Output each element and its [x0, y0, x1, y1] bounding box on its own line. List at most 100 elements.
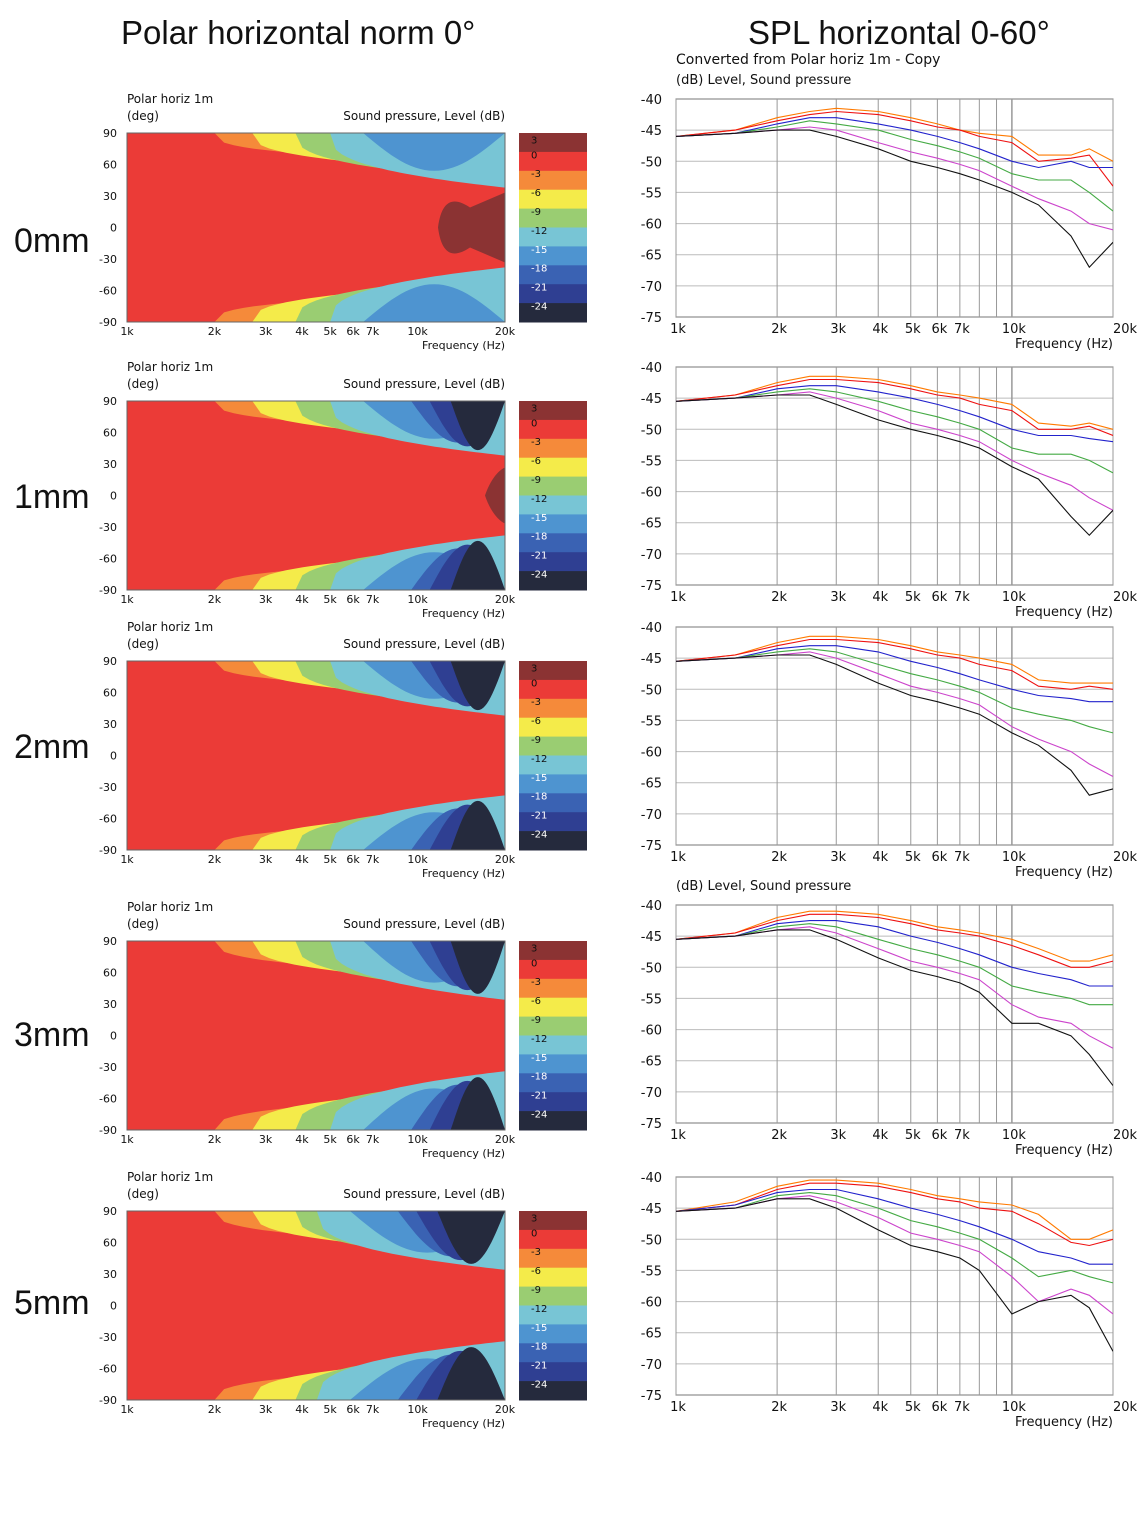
legend-swatch: [519, 1248, 587, 1269]
polar-xtick-label: 5k: [323, 853, 337, 866]
polar-xtick-label: 6k: [346, 1403, 360, 1416]
polar-xtick-label: 20k: [495, 593, 516, 606]
polar-ytick-label: -90: [99, 1124, 117, 1137]
spl-ytick-label: -50: [641, 423, 662, 438]
polar-ytick-label: -30: [99, 1061, 117, 1074]
legend-label: -18: [531, 1072, 547, 1083]
spl-xtick-label: 7k: [954, 322, 970, 337]
legend-swatch: [519, 755, 587, 775]
polar-panel-3mm: Polar horiz 1m (deg) Sound pressure, Level…: [99, 900, 587, 1160]
spl-ytick-label: -65: [641, 777, 662, 792]
spl-series-line: [676, 1195, 1113, 1315]
spl-plot-area: [675, 366, 1114, 586]
legend-swatch: [519, 736, 587, 756]
polar-xlabel: Frequency (Hz): [422, 867, 505, 880]
legend-swatch: [519, 679, 587, 700]
spl-ytick-label: -50: [641, 1233, 662, 1248]
polar-xtick-label: 7k: [366, 325, 380, 338]
spl-series-line: [676, 120, 1113, 212]
spl-xtick-label: 3k: [830, 850, 846, 865]
polar-frame: [126, 400, 506, 591]
spl-xlabel: Frequency (Hz): [1015, 337, 1113, 352]
spl-series-line: [676, 126, 1113, 231]
spl-series-line: [676, 648, 1113, 734]
polar-ytick-label: -90: [99, 844, 117, 857]
spl-xtick-label: 20k: [1113, 590, 1138, 605]
polar-xtick-label: 1k: [120, 853, 134, 866]
legend-swatch: [519, 717, 587, 738]
legend-label: -6: [531, 1266, 541, 1277]
legend-label: -18: [531, 532, 547, 543]
spl-panel-1mm: -40 -45 -50 -55 -60 -65 -70 -75 1k 2k 3k 4k 5k 6k 7k 10…: [641, 361, 1138, 620]
spl-ytick-label: -40: [641, 93, 662, 108]
spl-xlabel: Frequency (Hz): [1015, 1143, 1113, 1158]
legend-swatch: [519, 1016, 587, 1036]
spl-xtick-label: 7k: [954, 590, 970, 605]
legend-label: -12: [531, 226, 547, 237]
polar-ylabel: (deg): [127, 637, 159, 651]
legend-label: -15: [531, 245, 547, 256]
spl-xtick-label: 3k: [830, 1400, 846, 1415]
polar-xtick-label: 6k: [346, 1133, 360, 1146]
legend-swatch: [519, 1035, 587, 1055]
legend-label: -24: [531, 569, 547, 580]
legend-swatch: [519, 571, 587, 591]
spl-subtitle: (dB) Level, Sound pressure: [676, 879, 851, 894]
spl-xtick-label: 7k: [954, 1128, 970, 1143]
polar-ytick-label: 60: [103, 1237, 117, 1250]
polar-xlabel: Frequency (Hz): [422, 339, 505, 352]
polar-title: Polar horiz 1m: [127, 360, 213, 374]
spl-series-line: [676, 1179, 1113, 1240]
legend-label: -15: [531, 1323, 547, 1334]
spl-xtick-label: 5k: [905, 322, 921, 337]
legend-label: 3: [531, 135, 537, 146]
polar-xtick-label: 7k: [366, 1133, 380, 1146]
legend-label: -9: [531, 735, 541, 746]
row-label-1mm: 1mm: [14, 478, 90, 516]
spl-xtick-label: 6k: [931, 1128, 947, 1143]
polar-xtick-label: 1k: [120, 593, 134, 606]
legend-label: -12: [531, 1034, 547, 1045]
polar-xtick-label: 5k: [323, 1133, 337, 1146]
polar-ytick-label: -90: [99, 584, 117, 597]
legend-label: -9: [531, 475, 541, 486]
spl-title: Converted from Polar horiz 1m - Copy: [676, 52, 940, 68]
polar-ytick-label: 0: [110, 1030, 117, 1043]
polar-ytick-label: -90: [99, 1394, 117, 1407]
spl-ytick-label: -45: [641, 930, 662, 945]
spl-xtick-label: 1k: [670, 1128, 686, 1143]
spl-series-line: [676, 635, 1113, 684]
legend-swatch: [519, 978, 587, 999]
spl-ytick-label: -40: [641, 1171, 662, 1186]
polar-xtick-label: 7k: [366, 1403, 380, 1416]
legend-swatch: [519, 476, 587, 496]
spl-ytick-label: -45: [641, 124, 662, 139]
legend-swatch: [519, 438, 587, 459]
spl-ytick-label: -70: [641, 1358, 662, 1373]
spl-ytick-label: -70: [641, 808, 662, 823]
polar-xtick-label: 10k: [407, 325, 428, 338]
legend-swatch: [519, 208, 587, 228]
legend-swatch: [519, 941, 587, 961]
polar-ytick-label: -60: [99, 1093, 117, 1106]
spl-xtick-label: 5k: [905, 590, 921, 605]
polar-panel-5mm: Polar horiz 1m (deg) Sound pressure, Level…: [99, 1170, 587, 1430]
legend-swatch: [519, 457, 587, 478]
polar-band-top: [450, 941, 505, 994]
spl-ytick-label: -55: [641, 186, 662, 201]
polar-ylabel: (deg): [127, 917, 159, 931]
spl-xtick-label: 2k: [771, 322, 787, 337]
polar-ylabel: (deg): [127, 1187, 159, 1201]
legend-label: -15: [531, 513, 547, 524]
spl-xtick-label: 3k: [830, 1128, 846, 1143]
spl-xlabel: Frequency (Hz): [1015, 605, 1113, 620]
spl-xtick-label: 20k: [1113, 322, 1138, 337]
spl-series-line: [676, 385, 1113, 443]
legend-label: -21: [531, 551, 547, 562]
spl-xtick-label: 10k: [1002, 1128, 1027, 1143]
polar-title: Polar horiz 1m: [127, 620, 213, 634]
polar-xtick-label: 1k: [120, 325, 134, 338]
spl-ytick-label: -50: [641, 155, 662, 170]
spl-xtick-label: 1k: [670, 322, 686, 337]
